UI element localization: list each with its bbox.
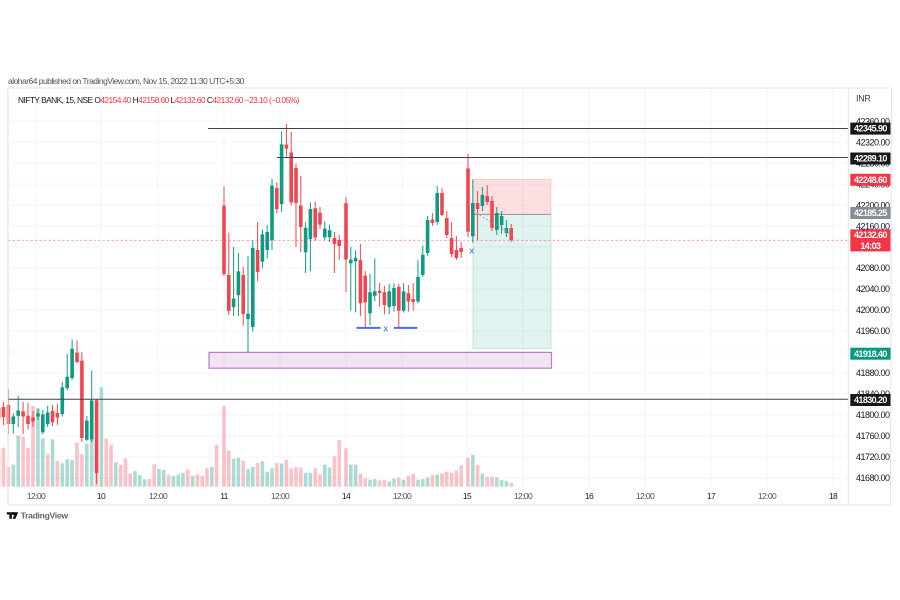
svg-text:42132.60: 42132.60 (854, 230, 887, 240)
svg-text:41918.40: 41918.40 (854, 349, 887, 359)
svg-text:12:00: 12:00 (514, 491, 533, 501)
svg-text:42248.60: 42248.60 (854, 175, 887, 185)
svg-text:12:00: 12:00 (636, 491, 655, 501)
svg-text:12:00: 12:00 (27, 491, 46, 501)
svg-text:42000.00: 42000.00 (856, 305, 890, 315)
svg-text:12:00: 12:00 (149, 491, 168, 501)
svg-text:42185.25: 42185.25 (854, 208, 887, 218)
svg-text:41800.00: 41800.00 (856, 410, 890, 420)
svg-text:15: 15 (463, 491, 472, 501)
svg-text:18: 18 (829, 491, 838, 501)
svg-text:41680.00: 41680.00 (856, 473, 890, 483)
svg-text:INR: INR (856, 94, 871, 104)
svg-text:x: x (469, 246, 474, 257)
svg-text:alohar64 published on TradingV: alohar64 published on TradingView.com, N… (8, 76, 245, 86)
svg-text:42360.00: 42360.00 (856, 116, 890, 126)
svg-text:12:00: 12:00 (271, 491, 290, 501)
svg-text:41880.00: 41880.00 (856, 368, 890, 378)
svg-text:41760.00: 41760.00 (856, 431, 890, 441)
svg-text:42160.00: 42160.00 (856, 221, 890, 231)
svg-text:12:00: 12:00 (393, 491, 412, 501)
svg-text:11: 11 (220, 491, 228, 501)
svg-text:42345.90: 42345.90 (854, 124, 887, 134)
svg-text:41830.20: 41830.20 (854, 395, 887, 405)
svg-text:10: 10 (97, 491, 106, 501)
svg-text:14:03: 14:03 (860, 241, 881, 251)
svg-text:41960.00: 41960.00 (856, 326, 890, 336)
svg-text:12:00: 12:00 (758, 491, 777, 501)
svg-text:14: 14 (342, 491, 351, 501)
svg-text:NIFTY BANK, 15, NSE O42154.40: NIFTY BANK, 15, NSE O42154.40 H42158.60 … (18, 95, 300, 105)
svg-text:41720.00: 41720.00 (856, 452, 890, 462)
svg-text:42040.00: 42040.00 (856, 284, 890, 294)
svg-text:42320.00: 42320.00 (856, 137, 890, 147)
svg-text:TradingView: TradingView (21, 511, 69, 521)
svg-text:42289.10: 42289.10 (854, 154, 887, 164)
svg-text:42200.00: 42200.00 (856, 200, 890, 210)
svg-text:16: 16 (585, 491, 594, 501)
svg-text:x: x (383, 324, 388, 335)
svg-text:17: 17 (707, 491, 716, 501)
svg-text:42080.00: 42080.00 (856, 263, 890, 273)
